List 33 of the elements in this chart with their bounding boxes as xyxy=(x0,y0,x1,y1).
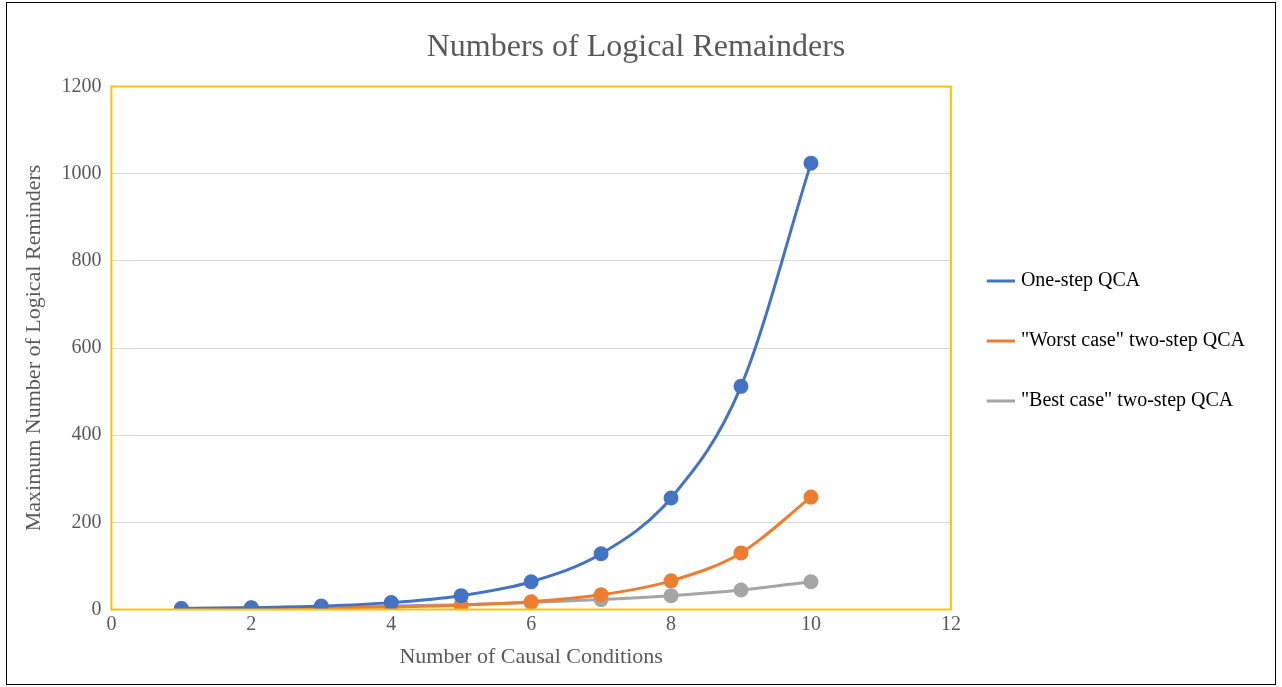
y-tick-label: 200 xyxy=(71,509,102,532)
point xyxy=(803,489,819,505)
legend-label: "Worst case" two-step QCA xyxy=(1020,328,1246,352)
point xyxy=(803,574,819,590)
legend-label: One-step QCA xyxy=(1020,268,1141,292)
x-tick-label: 10 xyxy=(800,611,821,634)
x-tick-label: 8 xyxy=(666,611,677,634)
point xyxy=(733,582,749,598)
y-tick-label: 400 xyxy=(71,422,102,445)
point xyxy=(593,546,609,562)
chart-title: Numbers of Logical Remainders xyxy=(426,26,846,63)
point xyxy=(663,490,679,506)
x-tick-label: 12 xyxy=(940,611,961,634)
x-axis-title: Number of Causal Conditions xyxy=(399,642,663,668)
y-axis-title: Maximum Number of Logical Reminders xyxy=(19,164,45,532)
x-tick-label: 4 xyxy=(386,611,397,634)
point xyxy=(453,588,469,604)
y-tick-label: 1200 xyxy=(61,73,102,96)
point xyxy=(803,155,819,171)
x-tick-label: 0 xyxy=(106,611,117,634)
x-tick-label: 6 xyxy=(526,611,537,634)
y-tick-label: 0 xyxy=(91,596,102,619)
y-tick-label: 600 xyxy=(71,335,102,358)
point xyxy=(733,378,749,394)
legend-label: "Best case" two-step QCA xyxy=(1020,388,1234,412)
point xyxy=(523,574,539,590)
x-tick-label: 2 xyxy=(246,611,257,634)
point xyxy=(733,545,749,561)
y-tick-label: 1000 xyxy=(61,160,102,183)
y-tick-label: 800 xyxy=(71,248,102,271)
point xyxy=(663,573,679,589)
point xyxy=(663,588,679,604)
point xyxy=(593,587,609,603)
